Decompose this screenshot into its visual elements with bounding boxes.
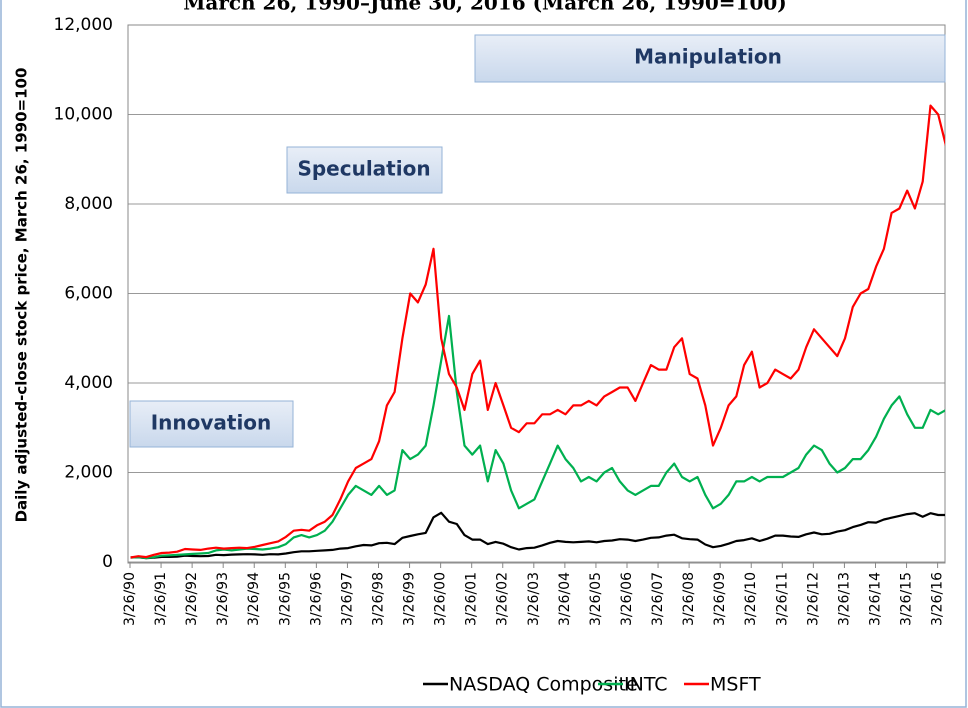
chart-title: March 26, 1990–June 30, 2016 (March 26, … [183,0,787,15]
annotation: Innovation [151,411,272,435]
x-tick-label: 3/26/94 [246,572,262,626]
x-tick-label: 3/26/95 [277,572,293,626]
x-tick-label: 3/26/08 [681,572,697,626]
y-tick-label: 6,000 [64,284,113,304]
x-tick-label: 3/26/07 [650,572,666,626]
y-tick-label: 2,000 [64,463,113,483]
legend-label: NASDAQ Composite [449,674,638,696]
y-tick-label: 4,000 [64,373,113,393]
x-tick-label: 3/26/93 [215,572,231,626]
x-tick-label: 3/26/97 [339,572,355,626]
x-tick-label: 3/26/10 [743,572,759,626]
x-tick-label: 3/26/03 [526,572,542,626]
y-tick-label: 10,000 [54,105,113,125]
plot-border [127,24,946,564]
x-tick-label: 3/26/99 [402,572,418,626]
x-tick-label: 3/26/15 [899,572,915,626]
annotation: Speculation [297,157,430,181]
y-tick-label: 0 [102,552,113,572]
annotation-box [286,146,443,194]
legend-label: MSFT [710,674,761,696]
x-tick-label: 3/26/04 [557,572,573,626]
x-tick-label: 3/26/02 [495,572,511,626]
x-tick-label: 3/26/90 [122,572,138,626]
annotation-box [474,34,946,83]
legend-label: INTC [624,674,668,696]
x-tick-label: 3/26/01 [464,572,480,626]
x-tick-label: 3/26/09 [712,572,728,626]
series-line [130,314,945,560]
x-tick-label: 3/26/05 [588,572,604,626]
x-tick-label: 3/26/16 [930,572,946,626]
series-line [130,104,945,559]
annotation-box [129,400,294,448]
x-tick-label: 3/26/96 [308,572,324,626]
x-tick-label: 3/26/13 [836,572,852,626]
x-tick-label: 3/26/91 [153,572,169,626]
x-tick-label: 3/26/00 [433,572,449,626]
y-tick-label: 12,000 [54,15,113,35]
series-line [130,511,945,560]
x-tick-label: 3/26/98 [370,572,386,626]
annotation: Manipulation [634,45,782,69]
x-tick-label: 3/26/12 [805,572,821,626]
x-tick-label: 3/26/14 [867,572,883,626]
y-tick-label: 8,000 [64,194,113,214]
x-tick-label: 3/26/92 [184,572,200,626]
x-tick-label: 3/26/06 [619,572,635,626]
y-axis-label: Daily adjusted-close stock price, March … [13,68,31,523]
x-tick-label: 3/26/11 [774,572,790,626]
